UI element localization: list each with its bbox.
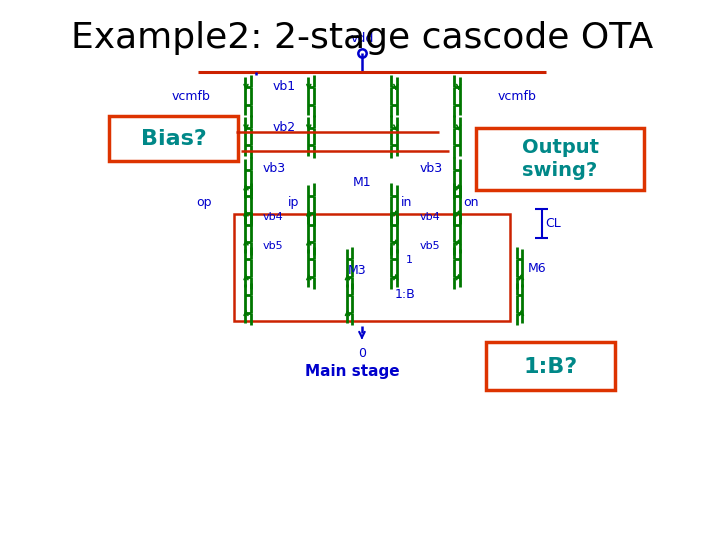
Text: vb3: vb3: [420, 163, 443, 176]
Text: Main stage: Main stage: [305, 364, 400, 379]
Text: 1:B?: 1:B?: [523, 356, 577, 376]
Text: 0: 0: [358, 347, 366, 360]
Text: vb2: vb2: [273, 121, 296, 134]
Text: vb4: vb4: [262, 212, 283, 222]
Text: vb1: vb1: [273, 80, 296, 93]
Text: M1: M1: [353, 176, 372, 189]
Text: Output
swing?: Output swing?: [521, 138, 598, 180]
Text: vcmfb: vcmfb: [171, 90, 210, 103]
Text: vb5: vb5: [262, 241, 283, 251]
Text: in: in: [400, 196, 412, 209]
Text: 1: 1: [405, 255, 413, 265]
Text: on: on: [464, 196, 479, 209]
Text: vb4: vb4: [420, 212, 441, 222]
Text: 1:B: 1:B: [395, 288, 416, 301]
Text: Example2: 2-stage cascode OTA: Example2: 2-stage cascode OTA: [71, 21, 653, 55]
Text: vb5: vb5: [420, 241, 441, 251]
Text: vcmfb: vcmfb: [498, 90, 536, 103]
Bar: [235, 214, 510, 321]
Text: vb3: vb3: [262, 163, 286, 176]
Text: M3: M3: [348, 264, 366, 276]
Text: M6: M6: [528, 261, 546, 274]
Text: ip: ip: [288, 196, 299, 209]
Text: Bias?: Bias?: [140, 129, 207, 148]
Text: vdd: vdd: [350, 32, 374, 45]
Text: op: op: [197, 196, 212, 209]
Text: CL: CL: [546, 217, 562, 230]
